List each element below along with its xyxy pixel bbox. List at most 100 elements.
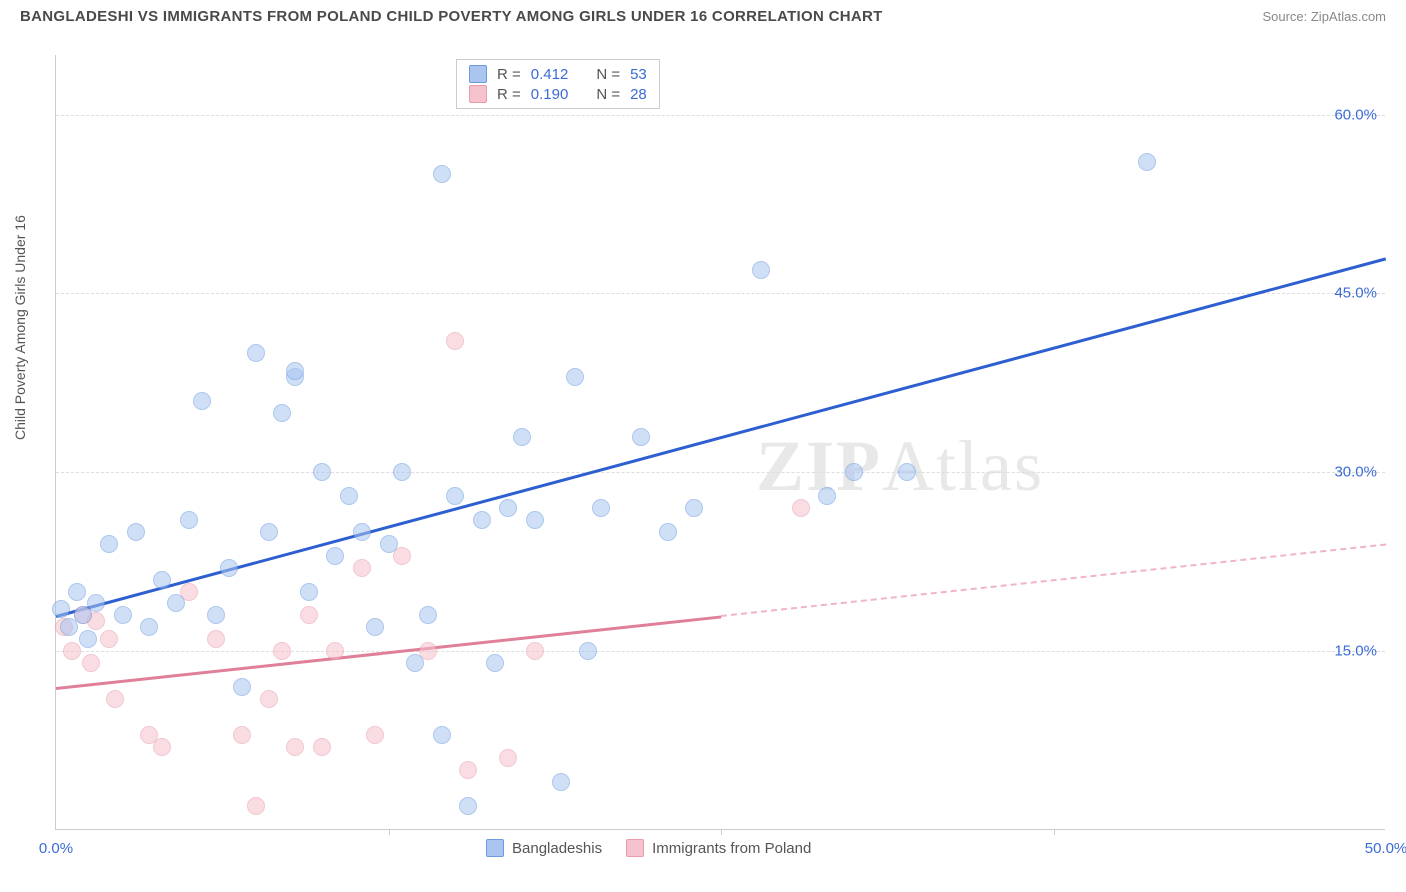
y-tick-label: 15.0%	[1334, 643, 1377, 660]
data-point-bangladeshis	[153, 571, 171, 589]
data-point-bangladeshis	[380, 535, 398, 553]
x-tick-mark	[1054, 829, 1055, 835]
data-point-bangladeshis	[685, 499, 703, 517]
bottom-legend: Bangladeshis Immigrants from Poland	[486, 839, 811, 857]
data-point-poland	[273, 642, 291, 660]
data-point-bangladeshis	[486, 654, 504, 672]
data-point-poland	[326, 642, 344, 660]
data-point-bangladeshis	[446, 487, 464, 505]
data-point-bangladeshis	[552, 773, 570, 791]
data-point-bangladeshis	[566, 368, 584, 386]
n-value-pink: 28	[630, 86, 647, 103]
data-point-poland	[353, 559, 371, 577]
stats-row-poland: R = 0.190 N = 28	[469, 84, 647, 104]
data-point-bangladeshis	[193, 392, 211, 410]
data-point-poland	[446, 332, 464, 350]
data-point-poland	[247, 797, 265, 815]
data-point-bangladeshis	[340, 487, 358, 505]
n-value-blue: 53	[630, 66, 647, 83]
data-point-poland	[153, 738, 171, 756]
data-point-bangladeshis	[459, 797, 477, 815]
data-point-bangladeshis	[79, 630, 97, 648]
n-label: N =	[596, 66, 620, 83]
data-point-bangladeshis	[353, 523, 371, 541]
x-tick-mark	[389, 829, 390, 835]
data-point-bangladeshis	[845, 463, 863, 481]
data-point-bangladeshis	[180, 511, 198, 529]
chart-plot-area: ZIPAtlas R = 0.412 N = 53 R = 0.190 N = …	[55, 55, 1385, 830]
data-point-bangladeshis	[473, 511, 491, 529]
data-point-bangladeshis	[300, 583, 318, 601]
data-point-bangladeshis	[233, 678, 251, 696]
data-point-poland	[63, 642, 81, 660]
gridline	[56, 115, 1385, 116]
data-point-bangladeshis	[752, 261, 770, 279]
gridline	[56, 472, 1385, 473]
data-point-bangladeshis	[247, 344, 265, 362]
n-label: N =	[596, 86, 620, 103]
data-point-bangladeshis	[87, 594, 105, 612]
y-axis-label: Child Poverty Among Girls Under 16	[12, 215, 28, 440]
legend-label-bangladeshis: Bangladeshis	[512, 840, 602, 857]
data-point-bangladeshis	[513, 428, 531, 446]
data-point-bangladeshis	[526, 511, 544, 529]
data-point-bangladeshis	[393, 463, 411, 481]
data-point-bangladeshis	[220, 559, 238, 577]
data-point-bangladeshis	[818, 487, 836, 505]
r-value-pink: 0.190	[531, 86, 569, 103]
data-point-bangladeshis	[326, 547, 344, 565]
data-point-poland	[792, 499, 810, 517]
trendline-poland-dashed	[721, 544, 1386, 618]
x-tick-mark	[721, 829, 722, 835]
data-point-poland	[82, 654, 100, 672]
y-tick-label: 30.0%	[1334, 464, 1377, 481]
data-point-bangladeshis	[207, 606, 225, 624]
stats-legend-box: R = 0.412 N = 53 R = 0.190 N = 28	[456, 59, 660, 109]
data-point-bangladeshis	[100, 535, 118, 553]
data-point-poland	[459, 761, 477, 779]
data-point-poland	[106, 690, 124, 708]
data-point-bangladeshis	[114, 606, 132, 624]
legend-item-poland: Immigrants from Poland	[626, 839, 811, 857]
data-point-bangladeshis	[898, 463, 916, 481]
data-point-bangladeshis	[419, 606, 437, 624]
swatch-blue-icon	[469, 65, 487, 83]
legend-label-poland: Immigrants from Poland	[652, 840, 811, 857]
data-point-bangladeshis	[659, 523, 677, 541]
data-point-poland	[260, 690, 278, 708]
data-point-poland	[313, 738, 331, 756]
swatch-blue-icon	[486, 839, 504, 857]
data-point-poland	[300, 606, 318, 624]
data-point-bangladeshis	[273, 404, 291, 422]
data-point-bangladeshis	[499, 499, 517, 517]
data-point-poland	[233, 726, 251, 744]
data-point-bangladeshis	[167, 594, 185, 612]
data-point-bangladeshis	[286, 362, 304, 380]
r-label: R =	[497, 66, 521, 83]
data-point-bangladeshis	[366, 618, 384, 636]
x-tick-label: 0.0%	[39, 840, 73, 857]
data-point-bangladeshis	[140, 618, 158, 636]
data-point-poland	[286, 738, 304, 756]
data-point-bangladeshis	[68, 583, 86, 601]
r-value-blue: 0.412	[531, 66, 569, 83]
data-point-poland	[207, 630, 225, 648]
swatch-pink-icon	[626, 839, 644, 857]
data-point-bangladeshis	[433, 726, 451, 744]
data-point-bangladeshis	[1138, 153, 1156, 171]
data-point-poland	[499, 749, 517, 767]
source-text: Source: ZipAtlas.com	[1262, 9, 1386, 24]
data-point-bangladeshis	[260, 523, 278, 541]
y-tick-label: 45.0%	[1334, 285, 1377, 302]
y-tick-label: 60.0%	[1334, 106, 1377, 123]
stats-row-bangladeshis: R = 0.412 N = 53	[469, 64, 647, 84]
data-point-bangladeshis	[313, 463, 331, 481]
data-point-bangladeshis	[406, 654, 424, 672]
data-point-poland	[100, 630, 118, 648]
x-tick-label: 50.0%	[1365, 840, 1406, 857]
chart-title: BANGLADESHI VS IMMIGRANTS FROM POLAND CH…	[20, 8, 883, 25]
data-point-bangladeshis	[579, 642, 597, 660]
r-label: R =	[497, 86, 521, 103]
data-point-bangladeshis	[127, 523, 145, 541]
data-point-bangladeshis	[52, 600, 70, 618]
